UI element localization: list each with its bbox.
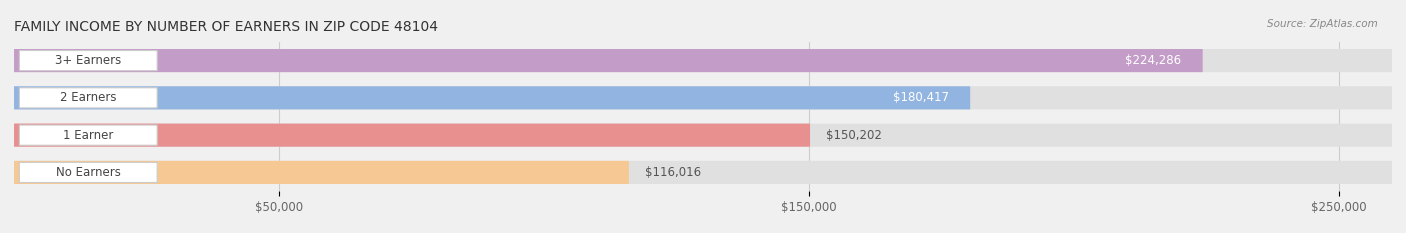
Text: No Earners: No Earners	[56, 166, 121, 179]
FancyBboxPatch shape	[20, 51, 157, 71]
FancyBboxPatch shape	[14, 161, 1392, 184]
Text: $224,286: $224,286	[1125, 54, 1181, 67]
FancyBboxPatch shape	[14, 123, 810, 147]
FancyBboxPatch shape	[20, 162, 157, 182]
FancyBboxPatch shape	[14, 86, 1392, 110]
Text: FAMILY INCOME BY NUMBER OF EARNERS IN ZIP CODE 48104: FAMILY INCOME BY NUMBER OF EARNERS IN ZI…	[14, 20, 439, 34]
Text: 2 Earners: 2 Earners	[60, 91, 117, 104]
FancyBboxPatch shape	[14, 123, 1392, 147]
FancyBboxPatch shape	[14, 49, 1392, 72]
FancyBboxPatch shape	[14, 49, 1202, 72]
Text: 3+ Earners: 3+ Earners	[55, 54, 121, 67]
Text: 1 Earner: 1 Earner	[63, 129, 114, 142]
FancyBboxPatch shape	[14, 161, 628, 184]
FancyBboxPatch shape	[20, 88, 157, 108]
Text: Source: ZipAtlas.com: Source: ZipAtlas.com	[1267, 19, 1378, 29]
Text: $150,202: $150,202	[825, 129, 882, 142]
FancyBboxPatch shape	[20, 125, 157, 145]
FancyBboxPatch shape	[14, 86, 970, 110]
Text: $180,417: $180,417	[893, 91, 949, 104]
Text: $116,016: $116,016	[645, 166, 702, 179]
